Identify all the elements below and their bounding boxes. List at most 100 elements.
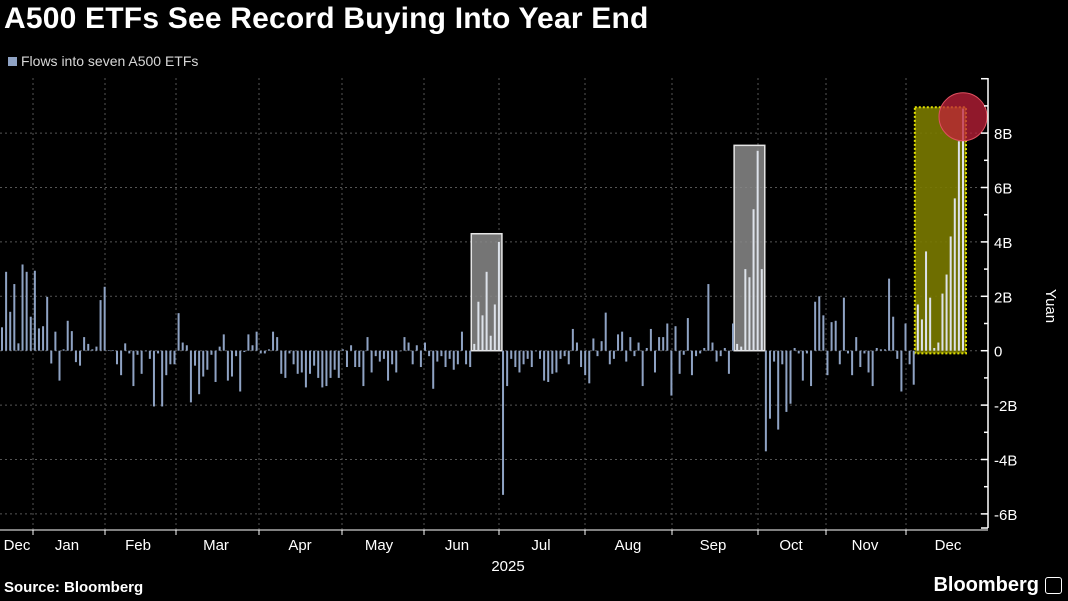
bar [366, 337, 369, 351]
bar [933, 347, 936, 351]
bar [251, 345, 254, 351]
bar [115, 350, 118, 365]
bar [957, 141, 960, 351]
bar [736, 343, 739, 351]
bar [140, 350, 143, 374]
bar [399, 350, 402, 352]
x-tick-label: Jan [55, 537, 79, 554]
bar [600, 341, 603, 351]
bar [789, 350, 792, 404]
bar [54, 331, 57, 351]
bar [17, 343, 20, 351]
bar [144, 350, 147, 352]
bar [452, 350, 455, 370]
bar [929, 297, 932, 351]
bar [674, 326, 677, 351]
bar [428, 350, 431, 357]
bar [222, 334, 225, 351]
bar [345, 350, 348, 368]
bar [465, 350, 468, 365]
bar [87, 343, 90, 351]
bar [309, 350, 312, 374]
bar [374, 350, 377, 357]
bar [773, 350, 776, 362]
bar [686, 318, 689, 351]
bar [826, 350, 829, 376]
bar [70, 331, 73, 351]
bar [592, 338, 595, 351]
bar [440, 350, 443, 357]
bar [243, 350, 246, 353]
bar [719, 350, 722, 357]
bar [255, 331, 258, 351]
bar [534, 350, 537, 352]
y-tick-label: 0 [994, 344, 1002, 361]
bar [206, 350, 209, 370]
bar [194, 350, 197, 366]
bar [395, 350, 398, 373]
bar [612, 350, 615, 359]
bar [198, 350, 201, 395]
bar [567, 350, 570, 365]
bar [169, 350, 172, 365]
bar [584, 350, 587, 376]
bar [920, 319, 923, 351]
bar [157, 350, 160, 354]
bar [925, 251, 928, 351]
bar [653, 350, 656, 373]
bar [888, 278, 891, 351]
bar [391, 350, 394, 365]
bar [871, 350, 874, 387]
x-tick-label: Aug [615, 537, 642, 554]
bar [695, 350, 698, 357]
y-tick-label: -2B [994, 398, 1017, 415]
bar [58, 350, 61, 381]
bar [325, 350, 328, 387]
bar [42, 326, 45, 351]
bar [259, 350, 262, 354]
bar [937, 342, 940, 351]
bar [900, 350, 903, 392]
bar [941, 293, 944, 351]
bar [382, 350, 385, 359]
bar [497, 241, 500, 351]
bar [5, 271, 8, 351]
bar [313, 350, 316, 366]
bar [239, 350, 242, 392]
x-tick-label: Jul [531, 537, 550, 554]
chart-logo-icon [1045, 577, 1062, 594]
source-note: Source: Bloomberg [4, 579, 144, 596]
bar [230, 350, 233, 377]
bar [226, 350, 229, 381]
bar [128, 350, 131, 354]
bar [563, 350, 566, 357]
highlight-box-yellow [913, 106, 967, 355]
x-tick-label: May [365, 537, 394, 554]
bar [403, 337, 406, 351]
bar [953, 198, 956, 351]
bar [818, 296, 821, 351]
bar [341, 349, 344, 351]
bar [83, 337, 86, 351]
bar [378, 350, 381, 362]
bar [916, 304, 919, 351]
legend-label: Flows into seven A500 ETFs [21, 53, 199, 69]
chart-title: A500 ETFs See Record Buying Into Year En… [4, 2, 649, 35]
bar [555, 350, 558, 373]
bar [666, 323, 669, 351]
bar [288, 350, 291, 354]
bar [280, 350, 283, 374]
bar [912, 350, 915, 385]
bar [485, 271, 488, 351]
bar [50, 350, 53, 364]
bar [448, 350, 451, 359]
bar [764, 350, 767, 452]
bar [781, 350, 784, 365]
x-tick-label: Sep [700, 537, 727, 554]
bar [962, 108, 964, 351]
bar [9, 311, 12, 351]
bar [456, 350, 459, 365]
bar [489, 335, 492, 351]
bar [177, 313, 180, 351]
bar [202, 350, 205, 377]
